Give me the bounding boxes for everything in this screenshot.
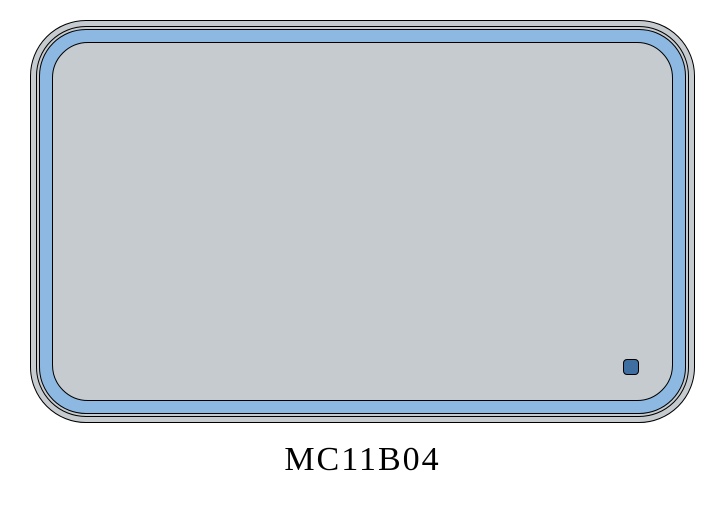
mirror-panel	[30, 20, 695, 423]
touch-sensor-icon[interactable]	[623, 359, 639, 375]
panel-layer-3	[52, 42, 673, 401]
product-label: MC11B04	[284, 441, 440, 479]
